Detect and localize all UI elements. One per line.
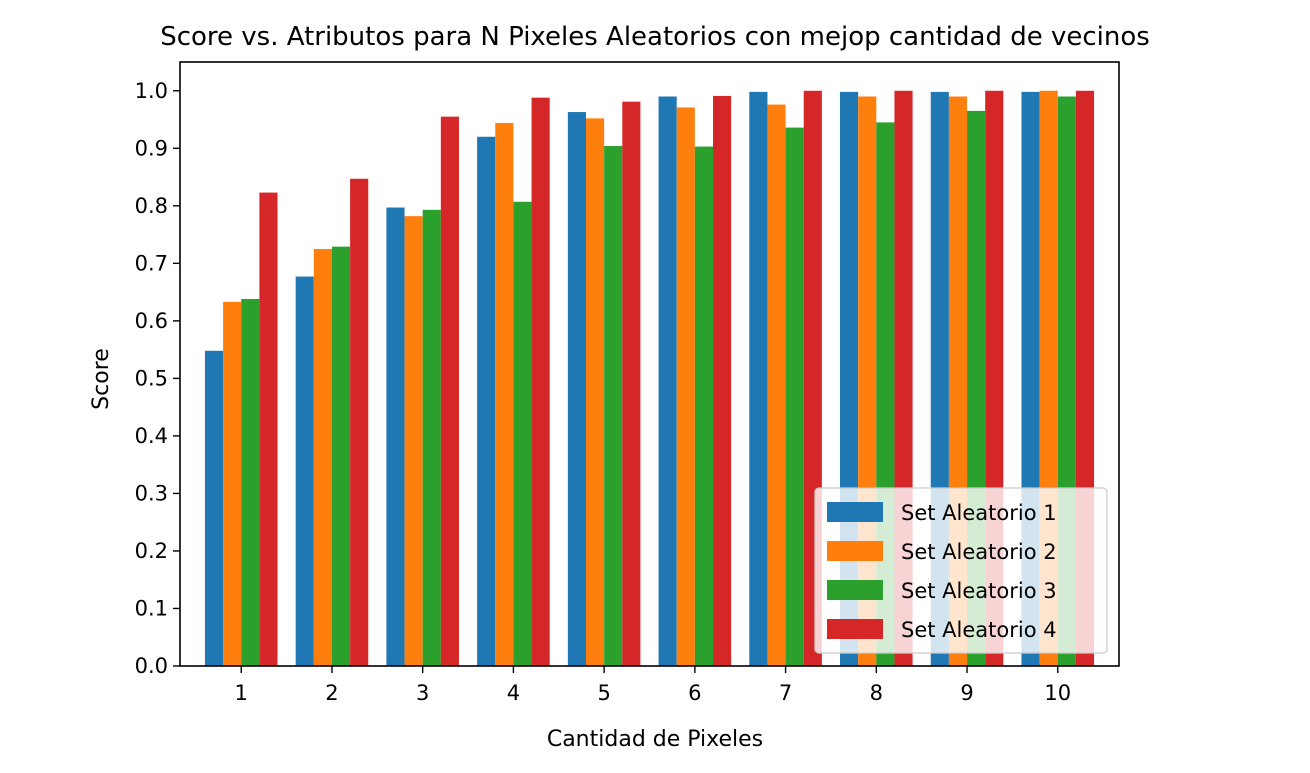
legend-label-1: Set Aleatorio 1 [901,501,1057,525]
bar-series2-cat1 [223,301,242,666]
chart-title: Score vs. Atributos para N Pixeles Aleat… [160,22,1150,52]
x-tick-label: 1 [235,681,248,705]
bar-series2-cat2 [313,248,332,666]
legend-swatch-2 [827,541,883,561]
x-tick-label: 10 [1044,681,1071,705]
y-tick-label: 0.9 [135,136,168,160]
bar-series1-cat5 [567,112,586,667]
x-tick-label: 8 [870,681,883,705]
x-tick-label: 4 [507,681,520,705]
y-tick-label: 0.6 [135,309,168,333]
bar-series4-cat4 [531,97,550,666]
bar-series3-cat7 [785,127,804,666]
bar-series1-cat3 [386,207,405,667]
legend-label-3: Set Aleatorio 3 [901,579,1057,603]
bar-series2-cat7 [767,104,786,666]
legend-label-2: Set Aleatorio 2 [901,540,1057,564]
legend-swatch-3 [827,580,883,600]
legend-swatch-4 [827,619,883,639]
x-tick-label: 9 [960,681,973,705]
bar-series4-cat2 [350,178,369,666]
bar-series1-cat1 [204,350,224,666]
x-tick-label: 6 [688,681,701,705]
bar-series3-cat5 [604,145,623,667]
bar-series3-cat1 [241,299,260,666]
y-tick-label: 0.1 [135,596,168,620]
bar-series1-cat4 [477,136,496,666]
y-tick-label: 0.7 [135,251,168,275]
bar-series3-cat2 [331,246,351,666]
y-tick-label: 1.0 [135,79,168,103]
axes-layer: 0.0 0.1 0.2 0.3 0.4 0.5 0.6 0.7 0.8 0.9 1.0 1 2 3 4 5 6 7… [135,61,1120,705]
bar-series2-cat3 [404,216,423,666]
legend-box [814,487,1108,654]
bar-series3-cat3 [422,209,441,666]
bars-layer [204,90,1095,667]
legend: Set Aleatorio 1 Set Aleatorio 2 Set Aleato… [814,487,1108,654]
y-tick-label: 0.5 [135,366,168,390]
x-tick-label: 7 [779,681,792,705]
bar-series2-cat5 [585,118,605,667]
bar-series2-cat4 [495,122,514,667]
bar-series2-cat6 [676,107,695,666]
bar-series1-cat7 [749,91,768,666]
plot-frame [179,61,1120,667]
y-tick-label: 0.0 [135,654,168,678]
bar-series1-cat6 [658,96,677,666]
x-axis-label: Cantidad de Pixeles [547,727,763,752]
x-tick-label: 3 [416,681,429,705]
legend-swatch-1 [827,502,883,522]
x-tick-label: 2 [325,681,338,705]
y-tick-label: 0.3 [135,481,168,505]
bar-series4-cat5 [622,101,641,666]
bar-series4-cat6 [713,95,732,666]
bar-series1-cat2 [295,276,314,666]
bar-series3-cat4 [513,201,532,666]
y-axis-label: Score [89,348,114,410]
bar-series3-cat6 [694,146,713,666]
bar-series4-cat3 [440,116,459,666]
y-tick-label: 0.8 [135,194,168,218]
legend-label-4: Set Aleatorio 4 [901,618,1057,642]
y-tick-label: 0.2 [135,539,168,563]
y-tick-label: 0.4 [135,424,168,448]
bar-series4-cat1 [259,192,278,666]
x-tick-label: 5 [597,681,610,705]
